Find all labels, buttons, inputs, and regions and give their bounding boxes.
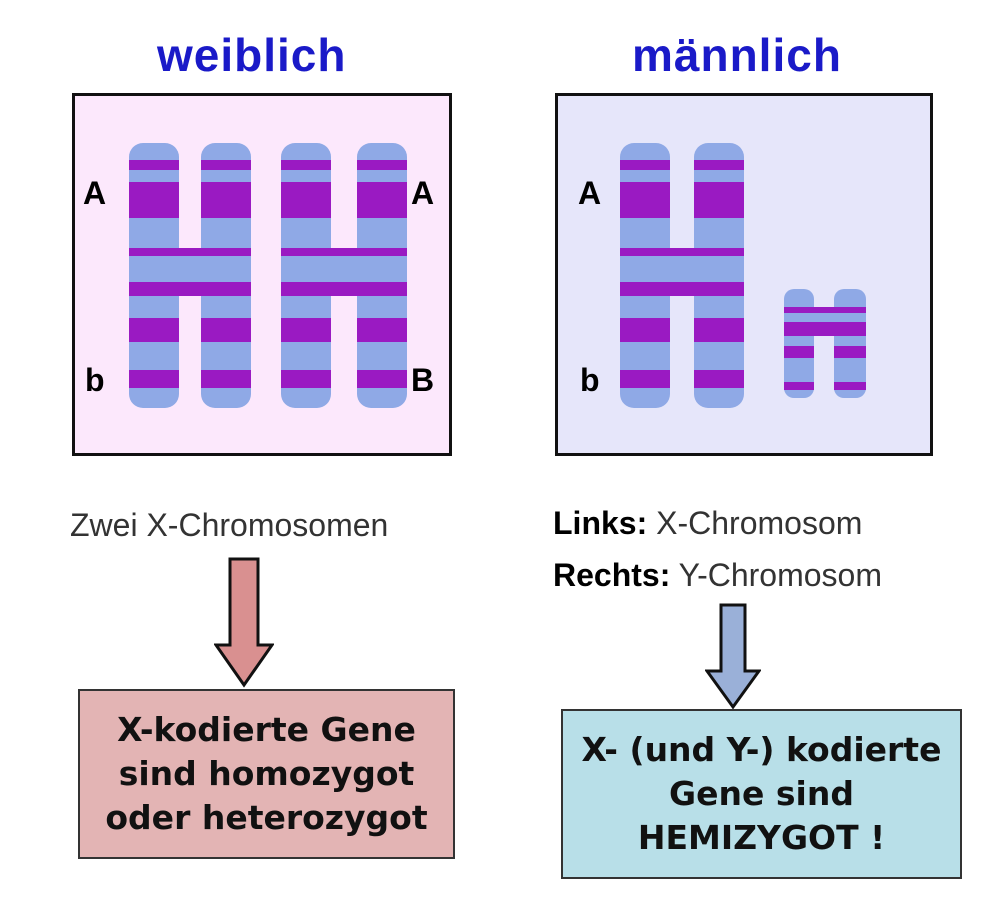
female-chromosome-panel: A b A B — [72, 93, 452, 456]
male-chromosome-panel: A b — [555, 93, 933, 456]
gene-label-b-male: b — [580, 362, 600, 398]
male-result-line-2: Gene sind — [669, 774, 854, 814]
male-caption-right-text: Y-Chromosom — [670, 557, 882, 593]
female-title: weiblich — [157, 29, 347, 81]
male-chromosomes-diagram — [620, 143, 866, 408]
female-result-box: X-kodierte Gene sind homozygot oder hete… — [78, 689, 455, 859]
gene-label-a-right: A — [411, 175, 435, 211]
female-chromosomes-diagram — [129, 143, 407, 408]
male-caption-line-1: Links: X-Chromosom — [553, 505, 862, 542]
female-result-line-3: oder heterozygot — [105, 797, 428, 837]
male-result-line-3: HEMIZYGOT ! — [637, 817, 886, 857]
x-chromosome-female-2 — [281, 143, 407, 408]
male-result-box: X- (und Y-) kodierte Gene sind HEMIZYGOT… — [561, 709, 962, 879]
x-chromosome-male — [620, 143, 744, 408]
male-title: männlich — [632, 29, 842, 81]
gene-label-b-right: B — [411, 362, 435, 398]
gene-label-b-left: b — [85, 362, 105, 398]
male-caption-left-text: X-Chromosom — [647, 505, 863, 541]
gene-label-a-male: A — [578, 175, 602, 211]
gene-label-a-left: A — [83, 175, 107, 211]
female-caption: Zwei X-Chromosomen — [70, 507, 389, 543]
male-caption-left-label: Links: — [553, 505, 648, 541]
x-chromosome-female-1 — [129, 143, 251, 408]
female-down-arrow — [214, 557, 274, 688]
male-result-line-1: X- (und Y-) kodierte — [581, 730, 942, 770]
male-caption-right-label: Rechts: — [553, 557, 671, 593]
female-result-line-2: sind homozygot — [118, 754, 415, 794]
y-chromosome-male — [784, 289, 866, 398]
male-down-arrow — [705, 603, 761, 710]
female-result-line-1: X-kodierte Gene — [117, 710, 416, 750]
male-caption-line-2: Rechts: Y-Chromosom — [553, 557, 882, 594]
